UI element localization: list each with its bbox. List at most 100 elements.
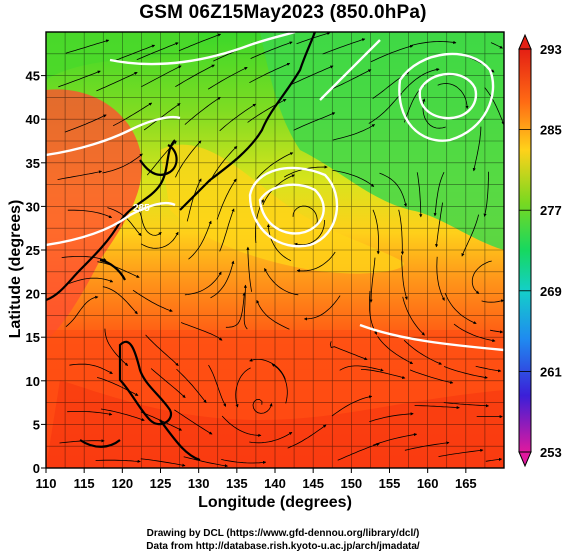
streamline xyxy=(443,366,488,379)
x-tick-145: 145 xyxy=(302,476,324,491)
streamline xyxy=(435,202,443,248)
streamline xyxy=(97,261,140,278)
streamline xyxy=(134,206,162,236)
x-tick-155: 155 xyxy=(379,476,401,491)
streamline xyxy=(437,83,469,110)
colorbar-bottom-arrow xyxy=(518,451,532,468)
streamline xyxy=(174,409,213,435)
streamline xyxy=(292,205,319,227)
streamline xyxy=(256,152,294,179)
streamline xyxy=(100,408,145,422)
streamline xyxy=(183,456,229,468)
streamline xyxy=(402,296,425,336)
colorbar: 293 285 277 269 261 253 xyxy=(518,33,562,468)
x-tick-125: 125 xyxy=(150,476,172,491)
streamline xyxy=(145,334,179,366)
streamline xyxy=(141,65,182,88)
y-tick-20: 20 xyxy=(26,287,40,302)
streamline xyxy=(249,62,291,84)
streamline xyxy=(329,341,368,361)
streamline xyxy=(178,33,222,52)
streamline xyxy=(143,103,181,131)
streamline xyxy=(67,209,113,219)
streamline xyxy=(369,290,378,335)
x-tick-labels: 110 115 120 125 130 135 140 145 150 155 160 165 xyxy=(36,468,477,491)
streamline xyxy=(209,146,238,182)
colorbar-top-arrow xyxy=(518,33,532,50)
x-tick-115: 115 xyxy=(74,476,95,491)
streamline xyxy=(433,172,445,217)
colorbar-gradient xyxy=(518,48,532,453)
isotherm-contours xyxy=(46,32,504,352)
streamline xyxy=(485,457,503,462)
streamline xyxy=(140,231,179,249)
streamline xyxy=(339,365,384,372)
streamline xyxy=(401,255,408,301)
streamline xyxy=(216,178,237,220)
streamline xyxy=(303,295,341,321)
streamline xyxy=(235,367,251,408)
y-tick-25: 25 xyxy=(26,243,40,258)
streamline xyxy=(186,178,202,222)
x-tick-160: 160 xyxy=(417,476,439,491)
x-tick-135: 135 xyxy=(226,476,248,491)
contour-label: 285 xyxy=(133,203,150,214)
colorbar-tick-277: 277 xyxy=(540,203,562,218)
streamline xyxy=(210,260,235,299)
streamline xyxy=(296,251,336,273)
streamline xyxy=(436,256,445,301)
x-tick-150: 150 xyxy=(340,476,362,491)
streamline xyxy=(252,399,273,414)
credit-drawing: Drawing by DCL (https://www.gfd-dennou.o… xyxy=(146,528,420,539)
streamline xyxy=(331,395,373,417)
streamline xyxy=(249,358,286,380)
x-axis-label: Longitude (degrees) xyxy=(198,494,352,511)
streamline xyxy=(225,292,246,328)
streamline xyxy=(65,295,99,328)
streamline xyxy=(67,411,113,416)
streamline xyxy=(180,322,223,341)
lat-lon-grid xyxy=(45,31,505,469)
colorbar-tick-269: 269 xyxy=(540,284,562,299)
y-tick-0: 0 xyxy=(33,461,40,476)
streamline xyxy=(249,431,293,444)
streamline xyxy=(64,114,107,133)
streamline xyxy=(483,171,489,217)
streamline xyxy=(95,459,141,463)
streamline xyxy=(102,153,143,174)
streamline xyxy=(68,277,114,284)
y-tick-35: 35 xyxy=(26,156,40,171)
streamline xyxy=(184,96,221,125)
streamline xyxy=(96,72,138,92)
y-tick-40: 40 xyxy=(26,112,40,127)
streamline xyxy=(184,271,222,296)
streamline xyxy=(403,339,442,365)
streamline xyxy=(221,459,267,465)
streamline xyxy=(414,405,460,410)
streamline xyxy=(132,289,173,312)
x-tick-120: 120 xyxy=(111,476,133,491)
streamline xyxy=(69,363,113,374)
colorbar-tick-261: 261 xyxy=(540,364,562,379)
streamline xyxy=(337,443,380,461)
streamline xyxy=(322,38,366,55)
streamline xyxy=(472,126,482,172)
streamline xyxy=(373,433,418,446)
streamline xyxy=(175,140,202,178)
streamline xyxy=(256,299,290,330)
chart-title: GSM 06Z15May2023 (850.0hPa) xyxy=(139,2,427,23)
streamline xyxy=(443,402,490,408)
colorbar-tick-labels: 293 285 277 269 261 253 xyxy=(519,42,562,460)
streamline xyxy=(61,255,107,261)
streamline xyxy=(490,42,503,49)
colorbar-tick-285: 285 xyxy=(540,123,562,138)
x-tick-165: 165 xyxy=(455,476,477,491)
streamline xyxy=(112,44,156,62)
streamline xyxy=(207,67,248,90)
streamline xyxy=(140,458,186,467)
streamline xyxy=(104,328,129,366)
credit-data: Data from http://database.rish.kyoto-u.a… xyxy=(146,541,420,552)
streamline xyxy=(291,65,334,85)
y-tick-5: 5 xyxy=(33,417,40,432)
